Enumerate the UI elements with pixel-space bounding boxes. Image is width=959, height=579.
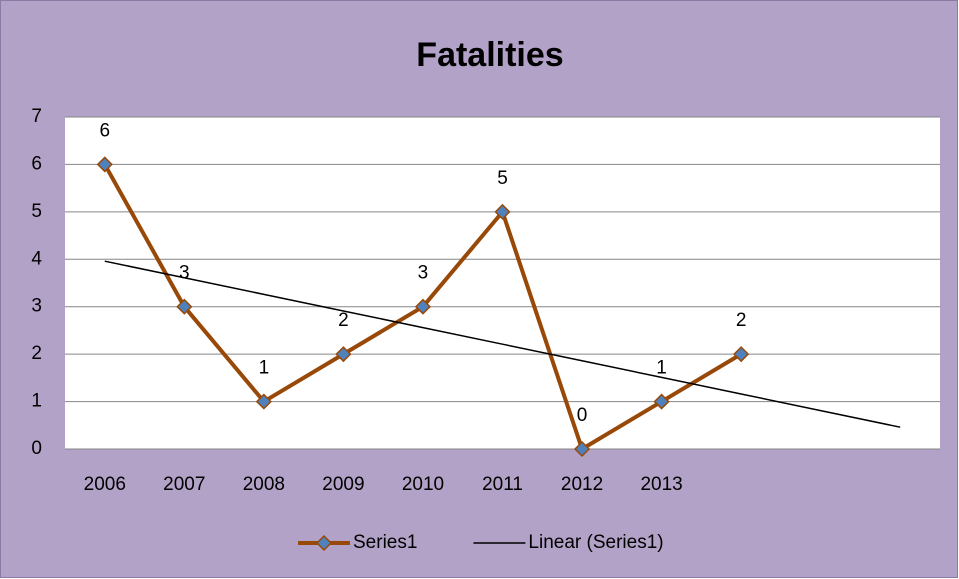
chart-title: Fatalities <box>416 36 563 74</box>
data-label: 3 <box>418 263 429 284</box>
data-label: 1 <box>259 358 270 379</box>
y-tick-label: 2 <box>31 343 42 364</box>
series-line <box>104 260 901 428</box>
y-tick-label: 1 <box>31 391 42 412</box>
y-tick-label: 5 <box>31 201 42 222</box>
x-tick-label: 2007 <box>163 474 205 495</box>
data-point <box>255 393 272 410</box>
data-label: 3 <box>179 263 190 284</box>
y-tick-label: 6 <box>31 153 42 174</box>
data-point <box>733 346 750 363</box>
data-point <box>653 393 670 410</box>
legend-marker <box>315 534 333 552</box>
data-label: 2 <box>338 310 349 331</box>
data-label: 1 <box>656 358 667 379</box>
y-tick-label: 0 <box>31 438 42 459</box>
x-tick-label: 2006 <box>84 474 126 495</box>
data-label: 0 <box>577 405 588 426</box>
x-tick-label: 2009 <box>322 474 364 495</box>
x-tick-label: 2011 <box>482 474 523 495</box>
data-point <box>414 298 432 315</box>
x-tick-label: 2008 <box>243 474 285 495</box>
data-point <box>494 203 511 220</box>
plot-area <box>65 117 940 449</box>
y-tick-label: 3 <box>31 296 42 317</box>
data-point <box>96 156 113 173</box>
x-tick-label: 2013 <box>640 474 682 495</box>
data-label: 5 <box>497 168 508 189</box>
legend-label: Linear (Series1) <box>528 532 663 553</box>
data-label: 2 <box>736 310 747 331</box>
data-point <box>573 440 591 458</box>
y-tick-label: 4 <box>31 248 42 269</box>
x-tick-label: 2010 <box>402 474 444 495</box>
y-tick-label: 7 <box>31 106 42 127</box>
data-point <box>176 298 193 315</box>
data-point <box>335 346 352 363</box>
data-label: 6 <box>99 120 110 141</box>
legend-label: Series1 <box>353 532 417 553</box>
x-tick-label: 2012 <box>561 474 603 495</box>
